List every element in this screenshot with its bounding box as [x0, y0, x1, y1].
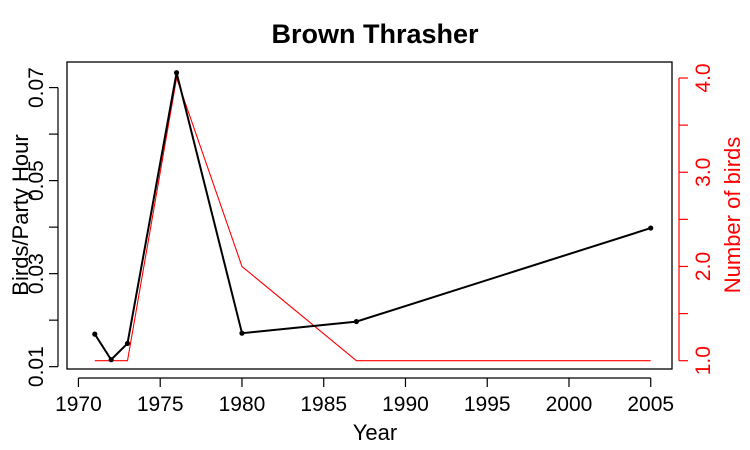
x-tick-label: 1970	[55, 393, 102, 416]
y-axis-left: 0.01 0.03 0.05 0.07	[25, 67, 59, 387]
data-point	[108, 357, 114, 363]
y-right-tick-label: 2.0	[692, 252, 715, 281]
series-layer	[92, 70, 654, 363]
x-tick-label: 1995	[464, 393, 511, 416]
data-point	[353, 318, 360, 325]
x-tick-label: 2005	[627, 393, 674, 416]
y-right-tick-label: 4.0	[692, 63, 715, 92]
chart-title: Brown Thrasher	[271, 19, 479, 49]
y-axis-label: Birds/Party Hour	[8, 134, 33, 295]
data-point	[92, 331, 98, 337]
y-right-tick-label: 3.0	[692, 158, 715, 187]
x-axis-label: Year	[353, 420, 397, 445]
data-point	[124, 340, 131, 347]
data-point	[173, 70, 180, 76]
y-axis-right: 1.0 2.0 3.0 4.0	[678, 63, 715, 375]
x-axis: 1970 1975 1980 1985 1990 1995 2000 2005	[55, 377, 674, 416]
y-right-tick-label: 1.0	[692, 346, 715, 375]
birds-per-party-hour-line	[93, 72, 652, 362]
data-point	[239, 330, 245, 336]
y-tick-label: 0.05	[25, 160, 48, 201]
data-point	[648, 225, 654, 231]
x-tick-label: 1975	[137, 393, 184, 416]
x-tick-label: 2000	[546, 393, 593, 416]
plot-frame	[66, 61, 673, 370]
number-of-birds-line	[94, 75, 651, 362]
y-tick-label: 0.01	[25, 346, 48, 387]
y-axis-right-label: Number of birds	[720, 137, 745, 294]
y-tick-label: 0.03	[25, 253, 48, 294]
x-tick-label: 1985	[300, 393, 347, 416]
x-tick-label: 1990	[382, 393, 429, 416]
x-tick-label: 1980	[219, 393, 266, 416]
y-tick-label: 0.07	[25, 67, 48, 108]
